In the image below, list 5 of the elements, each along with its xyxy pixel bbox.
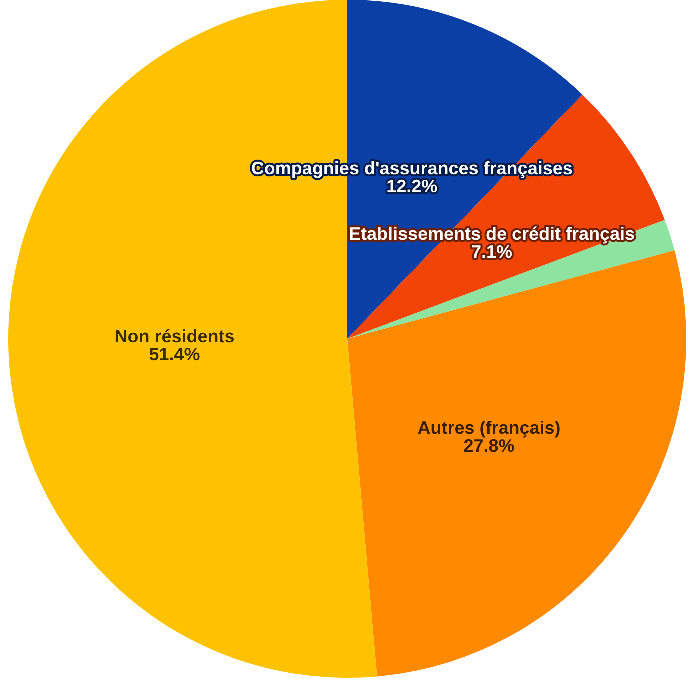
slice-label: Autres (français)	[418, 418, 561, 438]
slice-label: Non résidents	[114, 326, 235, 347]
data-label: 12.2%	[386, 176, 438, 197]
data-label: 51.4%	[149, 344, 200, 365]
data-label: 7.1%	[471, 242, 513, 262]
